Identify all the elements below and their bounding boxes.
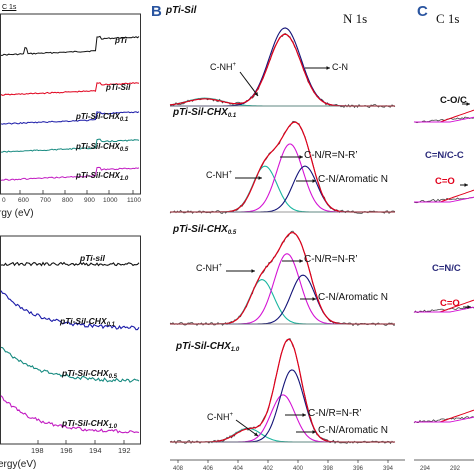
c3-arrow-head (467, 305, 471, 309)
b1-nh3-arrow (239, 71, 259, 97)
b1-component-1 (170, 27, 395, 107)
b3-component-2 (170, 274, 395, 325)
survey-series-2 (0, 111, 140, 125)
b2-cnr-arrow-head (299, 155, 303, 159)
b2-raw (169, 120, 396, 214)
c2-arrow-head (464, 183, 468, 187)
b4-component-0 (170, 427, 395, 443)
c4-envelope (414, 409, 474, 423)
b2-nh3-arrow-head (258, 176, 262, 180)
zoom-series-2 (0, 346, 140, 383)
b3-arom-arrow-head (312, 297, 316, 301)
zoom-series-0 (0, 261, 140, 267)
c3-component (414, 306, 474, 313)
survey-series-3 (1, 138, 140, 153)
b-tick-label: 402 (263, 466, 274, 472)
survey-series-4 (0, 166, 140, 181)
c4-component (414, 416, 474, 423)
c1-arrow-head (466, 102, 470, 106)
b2-component-2 (170, 165, 395, 213)
b3-raw (169, 230, 396, 327)
c-tick-label: 294 (420, 466, 431, 472)
zoom-series-1 (0, 290, 140, 331)
b4-arom-arrow-head (312, 430, 316, 434)
b2-component-0 (170, 165, 395, 213)
survey-frame (0, 13, 141, 195)
survey-series-1 (0, 82, 140, 96)
b1-cn-arrow-head (326, 66, 330, 70)
b4-component-1 (170, 394, 395, 443)
c1-envelope (414, 109, 474, 123)
b1-envelope (169, 33, 395, 107)
b1-raw (169, 33, 396, 109)
c-tick-label: 292 (450, 466, 461, 472)
b4-cnr-arrow-head (302, 413, 306, 417)
b-tick-label: 400 (293, 466, 304, 472)
b2-envelope (170, 121, 395, 213)
c2-raw (413, 196, 474, 204)
b-tick-label: 396 (353, 466, 364, 472)
b1-nh3-arrow-head (254, 92, 258, 96)
b-tick-label: 404 (233, 466, 244, 472)
c4-raw (413, 416, 474, 424)
b-tick-label: 406 (203, 466, 214, 472)
b4-nh3-arrow (235, 419, 259, 437)
c2-component (414, 196, 474, 203)
b2-component-1 (170, 143, 395, 213)
c1-component (414, 116, 474, 123)
b2-arom-arrow-head (312, 179, 316, 183)
b3-component-0 (170, 279, 395, 325)
zoom-series-3 (0, 395, 140, 434)
b-tick-label: 408 (173, 466, 184, 472)
c3-envelope (414, 299, 474, 313)
b-tick-label: 394 (383, 466, 394, 472)
survey-series-0 (1, 35, 140, 56)
b4-nh3-arrow-head (254, 432, 258, 436)
b3-nh3-arrow-head (251, 269, 255, 273)
b3-cnr-arrow-head (299, 259, 303, 263)
zoom-frame (0, 235, 141, 445)
b-tick-label: 398 (323, 466, 334, 472)
b3-envelope (170, 232, 395, 325)
b4-component-2 (170, 369, 395, 443)
